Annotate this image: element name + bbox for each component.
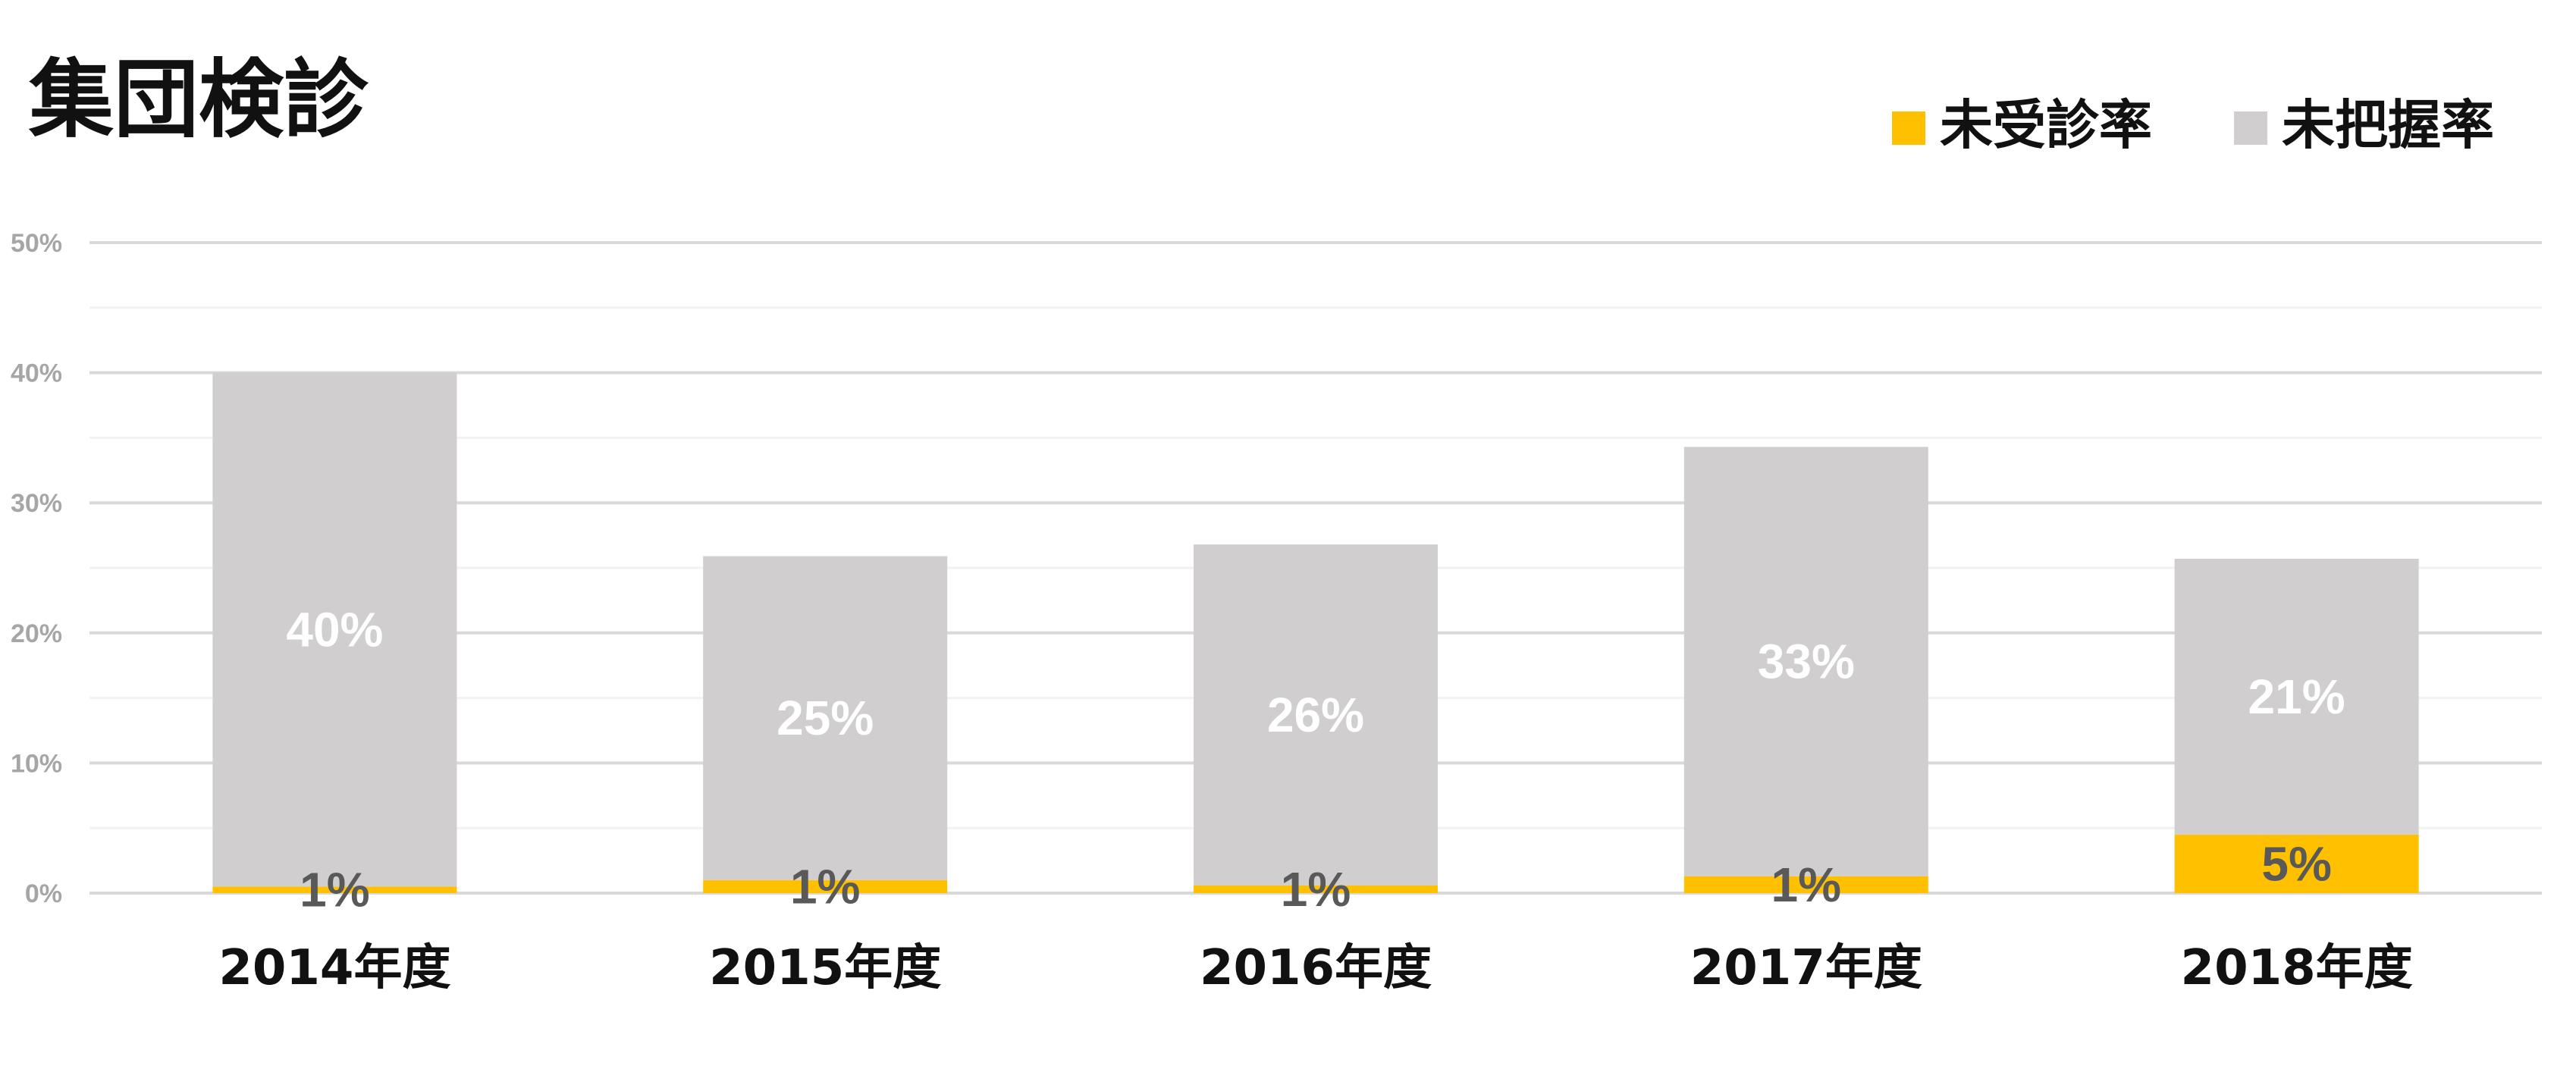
legend-swatch-unexamined	[1892, 111, 1925, 145]
bar-unexamined	[1194, 885, 1438, 893]
y-tick-label: 10%	[11, 749, 62, 778]
bar-ungrasped	[212, 372, 457, 887]
bars: 40% 1% 25% 1% 26% 1% 33% 1% 21% 5%	[212, 372, 2419, 917]
y-tick-label: 30%	[11, 489, 62, 518]
bar-unexamined	[212, 886, 457, 893]
x-category-label: 2014年度	[218, 940, 450, 996]
y-tick-label: 40%	[11, 359, 62, 388]
bar-ungrasped	[1683, 447, 1928, 876]
data-label-ungrasped: 21%	[2248, 669, 2345, 724]
data-label-ungrasped: 26%	[1267, 688, 1364, 742]
data-label-ungrasped: 33%	[1758, 635, 1855, 689]
data-label-unexamined: 1%	[300, 863, 370, 917]
x-category-label: 2017年度	[1690, 940, 1922, 996]
legend-label-unexamined: 未受診率	[1940, 94, 2152, 156]
bar-unexamined	[1683, 876, 1928, 893]
data-label-unexamined: 1%	[1281, 862, 1351, 917]
bar-ungrasped	[1194, 544, 1438, 886]
y-tick-label: 50%	[11, 229, 62, 258]
legend: 未受診率 未把握率	[1892, 94, 2494, 156]
y-axis: 0% 10% 20% 30% 40% 50%	[11, 229, 62, 908]
bar-unexamined	[2174, 834, 2419, 893]
data-label-unexamined: 1%	[1771, 857, 1842, 912]
x-axis: 2014年度 2015年度 2016年度 2017年度 2018年度	[218, 940, 2412, 996]
data-label-ungrasped: 25%	[777, 691, 874, 745]
legend-label-ungrasped: 未把握率	[2282, 94, 2494, 156]
x-category-label: 2018年度	[2181, 940, 2413, 996]
data-label-unexamined: 5%	[2261, 836, 2332, 891]
y-tick-label: 20%	[11, 619, 62, 648]
bar-ungrasped	[2174, 558, 2419, 835]
y-tick-label: 0%	[25, 879, 62, 908]
data-label-ungrasped: 40%	[286, 603, 383, 657]
bar-ungrasped	[703, 556, 948, 880]
x-category-label: 2016年度	[1200, 940, 1432, 996]
bar-unexamined	[703, 879, 948, 893]
x-category-label: 2015年度	[709, 940, 941, 996]
chart-title: 集団検診	[28, 51, 369, 149]
legend-swatch-ungrasped	[2234, 111, 2267, 145]
data-label-unexamined: 1%	[790, 859, 861, 914]
